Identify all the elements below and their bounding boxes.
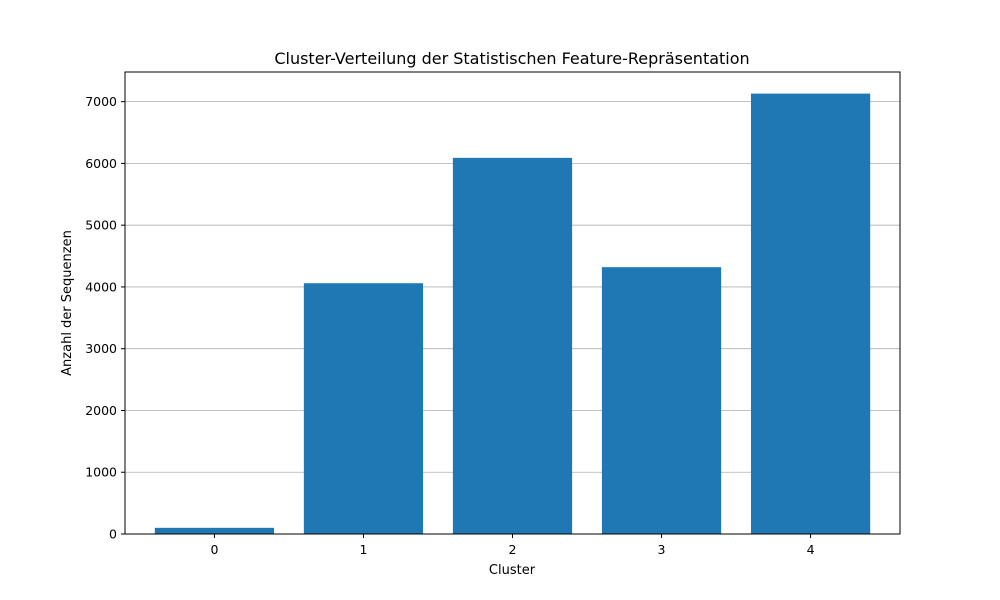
y-tick-label: 2000 (85, 403, 117, 418)
bar-cluster-2 (452, 157, 573, 534)
chart-title: Cluster-Verteilung der Statistischen Fea… (274, 49, 749, 68)
y-tick-label: 6000 (85, 156, 117, 171)
y-axis-ticks: 0 1000 2000 3000 4000 5000 6000 7000 (85, 94, 125, 542)
x-tick-label: 0 (210, 542, 218, 557)
bar-cluster-3 (601, 267, 722, 534)
x-tick-label: 3 (658, 542, 666, 557)
x-tick-label: 4 (807, 542, 815, 557)
bar-cluster-1 (303, 283, 424, 534)
bar-cluster-0 (154, 527, 275, 534)
x-tick-label: 1 (359, 542, 367, 557)
y-axis-label: Anzahl der Sequenzen (60, 230, 75, 376)
y-tick-label: 1000 (85, 465, 117, 480)
x-axis-ticks: 0 1 2 3 4 (210, 534, 815, 557)
y-tick-label: 5000 (85, 218, 117, 233)
y-tick-label: 7000 (85, 94, 117, 109)
y-tick-label: 4000 (85, 279, 117, 294)
y-tick-label: 3000 (85, 341, 117, 356)
bars (154, 93, 871, 534)
x-tick-label: 2 (509, 542, 517, 557)
bar-cluster-4 (750, 93, 871, 534)
x-axis-label: Cluster (489, 563, 536, 578)
y-tick-label: 0 (109, 527, 117, 542)
